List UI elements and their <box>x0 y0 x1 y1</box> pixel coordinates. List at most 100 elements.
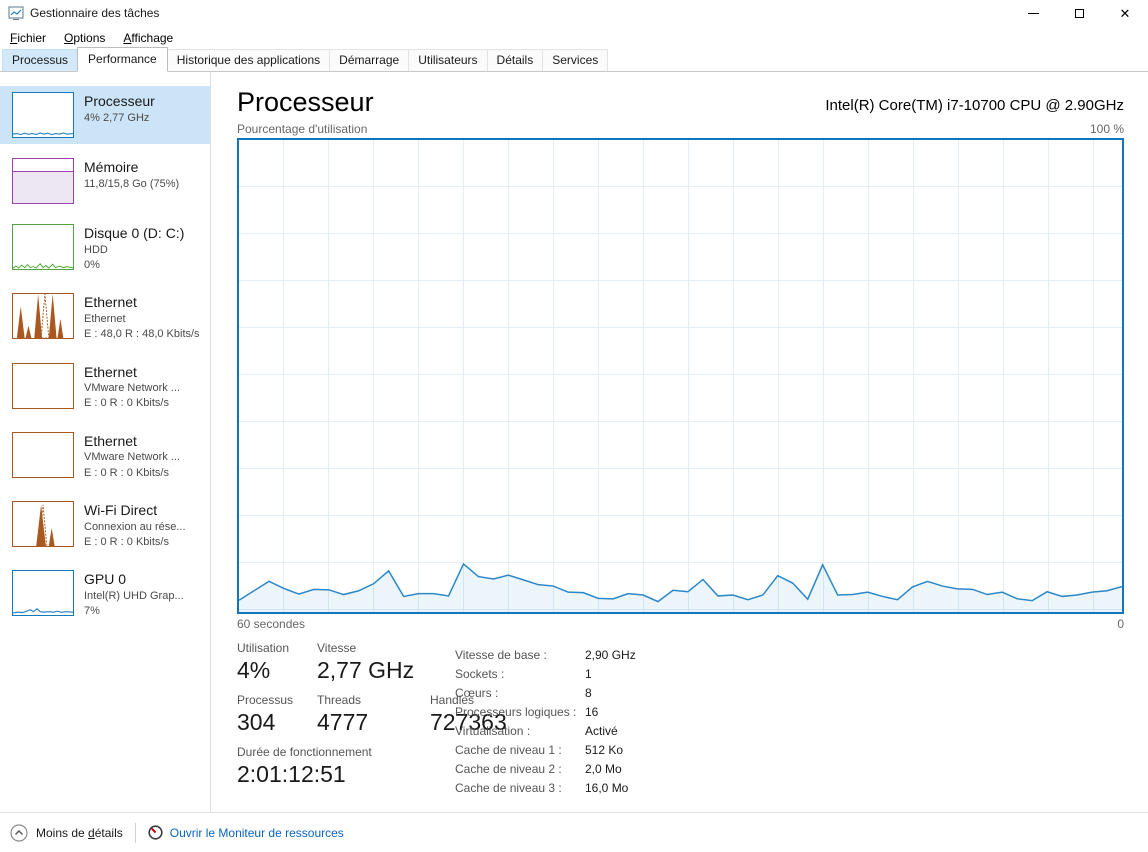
sidebar-disk-usage: 0% <box>84 258 100 271</box>
processus-label: Processus <box>237 693 294 708</box>
cpu-stats-primary: Utilisation Vitesse 4% 2,77 GHz Processu… <box>237 641 507 795</box>
close-icon: ✕ <box>1119 5 1131 21</box>
sidebar-ethernet1-name: Ethernet <box>84 294 137 311</box>
sidebar-disk-name: Disque 0 (D: C:) <box>84 225 185 241</box>
footer-divider <box>134 822 136 843</box>
sidebar-item-cpu[interactable]: Processeur 4% 2,77 GHz <box>0 86 210 144</box>
sidebar-ethernet3-adapter: VMware Network ... <box>84 451 180 464</box>
threads-value: 4777 <box>317 709 369 736</box>
sidebar-wifi-direct-adapter: Connexion au rése... <box>84 520 186 533</box>
sidebar-disk-type: HDD <box>84 243 108 256</box>
cpu-detail-pane: Processeur Intel(R) Core(TM) i7-10700 CP… <box>211 72 1148 812</box>
tab-historique-applications[interactable]: Historique des applications <box>166 49 331 71</box>
sockets-value: 1 <box>585 667 592 682</box>
sidebar-wifi-direct-throughput: E : 0 R : 0 Kbits/s <box>84 536 169 549</box>
sidebar-gpu-usage: 7% <box>84 605 100 618</box>
virtualization-value: Activé <box>585 724 618 739</box>
utilisation-label: Utilisation <box>237 641 290 656</box>
ethernet3-mini-chart-icon <box>12 431 74 478</box>
menu-affichage[interactable]: Affichage <box>114 28 182 48</box>
l1-cache-label: Cache de niveau 1 : <box>455 743 562 758</box>
l2-cache-value: 2,0 Mo <box>585 762 622 777</box>
sidebar-item-memory[interactable]: Mémoire 11,8/15,8 Go (75%) <box>0 152 210 210</box>
sidebar-item-wifi-direct[interactable]: Wi-Fi Direct Connexion au rése... E : 0 … <box>0 495 210 556</box>
cpu-model-name: Intel(R) Core(TM) i7-10700 CPU @ 2.90GHz <box>825 97 1124 115</box>
processus-value: 304 <box>237 709 276 736</box>
sidebar-item-ethernet-1[interactable]: Ethernet Ethernet E : 48,0 R : 48,0 Kbit… <box>0 287 210 348</box>
logical-processors-value: 16 <box>585 705 599 720</box>
tab-strip: Processus Performance Historique des app… <box>0 47 1148 72</box>
sidebar-item-ethernet-3[interactable]: Ethernet VMware Network ... E : 0 R : 0 … <box>0 426 210 487</box>
minimize-button[interactable] <box>1010 0 1056 26</box>
chart-x-right-label: 0 <box>1117 617 1124 632</box>
sockets-label: Sockets : <box>455 667 505 682</box>
cpu-header: Processeur Intel(R) Core(TM) i7-10700 CP… <box>237 86 1124 118</box>
uptime-value: 2:01:12:51 <box>237 761 346 788</box>
vitesse-label: Vitesse <box>317 641 357 656</box>
sidebar-ethernet1-adapter: Ethernet <box>84 312 126 325</box>
cpu-usage-chart <box>237 138 1124 615</box>
memory-mini-chart-icon <box>12 158 74 204</box>
sidebar-ethernet2-name: Ethernet <box>84 363 137 380</box>
sidebar-memory-usage: 11,8/15,8 Go (75%) <box>84 177 180 190</box>
content-area: Processeur 4% 2,77 GHz Mémoire 11,8/15,8… <box>0 72 1148 812</box>
sidebar-gpu-adapter: Intel(R) UHD Grap... <box>84 589 184 602</box>
tab-processus[interactable]: Processus <box>2 49 79 71</box>
sidebar-ethernet3-name: Ethernet <box>84 432 137 449</box>
utilisation-value: 4% <box>237 657 271 684</box>
menu-bar: Fichier Options Affichage <box>0 26 1148 49</box>
sidebar-gpu-name: GPU 0 <box>84 571 127 588</box>
uptime-label: Durée de fonctionnement <box>237 745 372 760</box>
gpu-mini-chart-icon <box>12 570 74 617</box>
sidebar-ethernet3-throughput: E : 0 R : 0 Kbits/s <box>84 466 169 479</box>
performance-sidebar: Processeur 4% 2,77 GHz Mémoire 11,8/15,8… <box>0 72 211 812</box>
sidebar-item-ethernet-2[interactable]: Ethernet VMware Network ... E : 0 R : 0 … <box>0 357 210 418</box>
virtualization-label: Virtualisation : <box>455 724 531 739</box>
ethernet2-mini-chart-icon <box>12 362 74 409</box>
cpu-stats-details: Vitesse de base : 2,90 GHz Sockets : 1 C… <box>455 648 636 795</box>
maximize-icon <box>1074 8 1084 18</box>
open-resource-monitor-link[interactable]: Ouvrir le Moniteur de ressources <box>148 825 344 840</box>
minimize-icon <box>1027 12 1039 14</box>
cores-label: Cœurs : <box>455 686 499 701</box>
tab-performance[interactable]: Performance <box>77 47 168 72</box>
base-speed-value: 2,90 GHz <box>585 648 636 663</box>
cpu-mini-chart-icon <box>12 92 74 138</box>
app-icon <box>8 5 24 21</box>
tab-demarrage[interactable]: Démarrage <box>329 49 410 71</box>
chart-top-labels: Pourcentage d'utilisation 100 % <box>237 122 1124 136</box>
maximize-button[interactable] <box>1056 0 1102 26</box>
menu-options[interactable]: Options <box>55 28 114 48</box>
open-resource-monitor-label: Ouvrir le Moniteur de ressources <box>169 825 344 840</box>
cpu-usage-line <box>239 140 1122 613</box>
chart-x-axis-labels: 60 secondes 0 <box>237 617 1124 631</box>
base-speed-label: Vitesse de base : <box>455 648 547 663</box>
chart-y-axis-title: Pourcentage d'utilisation <box>237 122 368 137</box>
handles-value: 727363 <box>430 709 507 736</box>
disk-mini-chart-icon <box>12 224 74 270</box>
tab-services[interactable]: Services <box>542 49 609 71</box>
sidebar-item-disk0[interactable]: Disque 0 (D: C:) HDD 0% <box>0 218 210 279</box>
tab-details[interactable]: Détails <box>486 49 544 71</box>
window-title: Gestionnaire des tâches <box>30 6 160 20</box>
wifi-direct-mini-chart-icon <box>12 501 74 548</box>
page-title: Processeur <box>237 87 374 117</box>
tab-utilisateurs[interactable]: Utilisateurs <box>408 49 488 71</box>
sidebar-cpu-usage: 4% 2,77 GHz <box>84 111 150 124</box>
less-details-label: Moins de détails <box>36 825 123 840</box>
sidebar-item-gpu0[interactable]: GPU 0 Intel(R) UHD Grap... 7% <box>0 564 210 625</box>
close-button[interactable]: ✕ <box>1102 0 1148 26</box>
resource-monitor-icon <box>148 825 163 840</box>
l1-cache-value: 512 Ko <box>585 743 624 758</box>
vitesse-value: 2,77 GHz <box>317 657 415 684</box>
title-bar: Gestionnaire des tâches ✕ <box>0 0 1148 26</box>
l2-cache-label: Cache de niveau 2 : <box>455 762 562 777</box>
sidebar-ethernet2-throughput: E : 0 R : 0 Kbits/s <box>84 397 169 410</box>
handles-label: Handles <box>430 693 475 708</box>
sidebar-ethernet2-adapter: VMware Network ... <box>84 382 180 395</box>
chart-y-max-label: 100 % <box>1089 122 1124 137</box>
menu-fichier[interactable]: Fichier <box>1 28 55 48</box>
less-details-button[interactable]: Moins de détails <box>10 823 123 842</box>
ethernet1-mini-chart-icon <box>12 293 74 340</box>
